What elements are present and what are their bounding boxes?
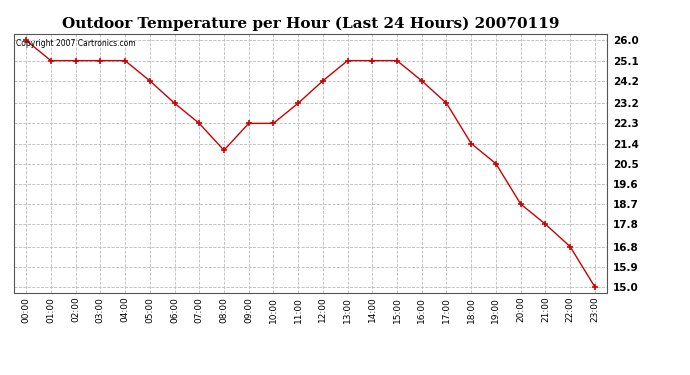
Title: Outdoor Temperature per Hour (Last 24 Hours) 20070119: Outdoor Temperature per Hour (Last 24 Ho… (61, 17, 560, 31)
Text: Copyright 2007 Cartronics.com: Copyright 2007 Cartronics.com (16, 39, 135, 48)
